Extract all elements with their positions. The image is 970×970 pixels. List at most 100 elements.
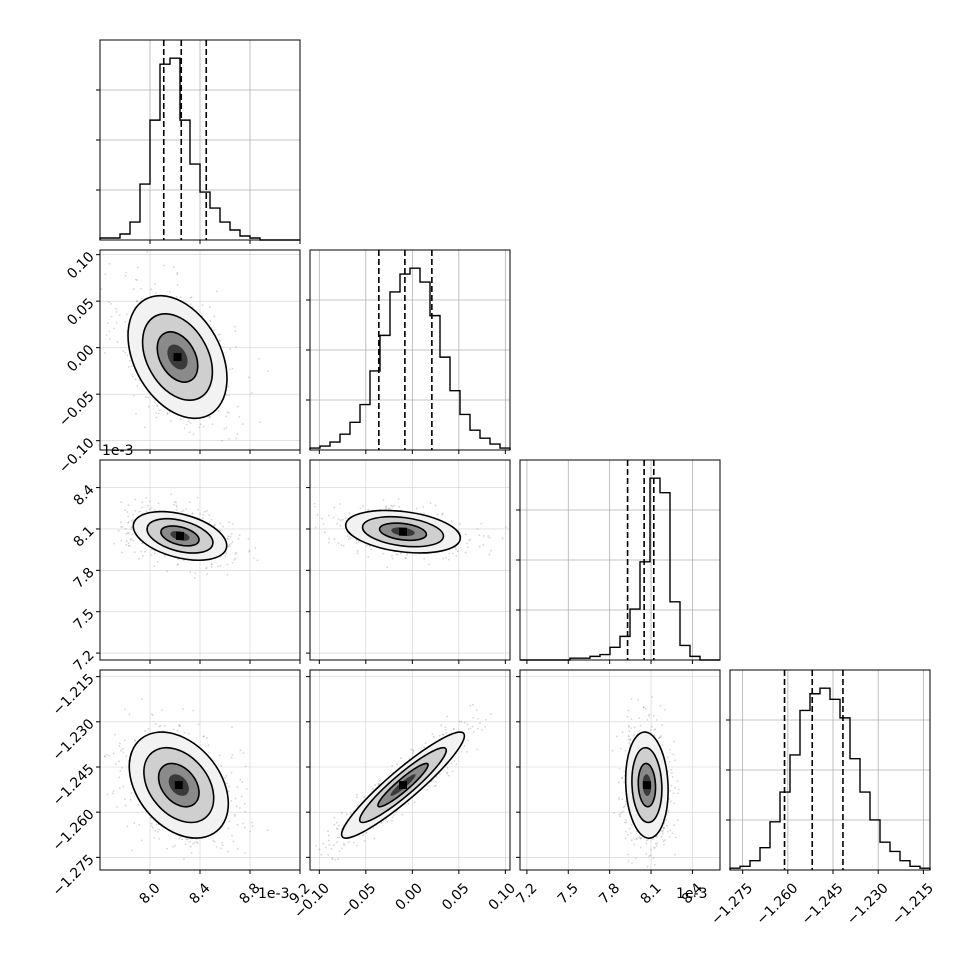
scatter-point (119, 742, 121, 745)
scatter-point (327, 830, 329, 832)
scatter-point (667, 811, 669, 814)
ytick-label-2-4: 8.4 (71, 482, 98, 509)
scatter-point (205, 567, 208, 570)
scatter-point (124, 739, 126, 742)
scatter-point (341, 847, 343, 850)
density-peak-1 (176, 531, 184, 540)
scatter-point (244, 852, 247, 854)
scatter-point (164, 724, 166, 727)
ytick-label-2-2: 7.8 (71, 565, 98, 592)
scatter-point (189, 296, 192, 299)
scatter-point (622, 806, 625, 809)
scatter-point (231, 367, 234, 370)
scatter-point (103, 755, 106, 757)
scatter-point (150, 822, 153, 825)
scatter-point (150, 713, 153, 715)
scatter-point (114, 733, 116, 736)
scatter-point (404, 557, 407, 560)
scatter-point (407, 802, 410, 805)
scatter-point (169, 291, 171, 293)
scatter-point (645, 839, 648, 842)
scatter-point (340, 812, 343, 814)
scatter-point (428, 785, 431, 787)
scatter-point (247, 537, 250, 540)
scatter-point (630, 718, 633, 720)
scatter-point (186, 838, 189, 841)
scatter-point (363, 840, 366, 842)
scatter-point (127, 504, 130, 506)
scatter-point (175, 509, 178, 511)
scatter-point (328, 537, 330, 540)
scatter-point (645, 842, 648, 845)
scatter-point (384, 506, 387, 508)
scatter-point (460, 750, 463, 753)
xtick-label-3-2: −1.245 (799, 880, 847, 928)
scatter-point (651, 725, 653, 728)
scatter-point (156, 560, 159, 563)
scatter-point (131, 849, 133, 852)
scatter-point (231, 754, 234, 756)
scatter-point (663, 843, 665, 846)
scatter-point (321, 517, 323, 520)
scatter-point (231, 834, 233, 837)
scatter-point (655, 845, 658, 847)
scatter-point (662, 833, 664, 835)
scatter-point (366, 545, 368, 547)
scatter-point (235, 551, 238, 554)
scatter-point (458, 720, 461, 723)
scatter-point (654, 728, 657, 731)
scatter-point (228, 521, 231, 524)
scatter-point (127, 366, 130, 368)
scatter-point (109, 338, 111, 340)
scatter-point (404, 557, 407, 559)
scatter-point (141, 555, 144, 557)
scatter-point (476, 528, 479, 530)
scatter-point (159, 724, 162, 727)
scatter-point (231, 523, 234, 525)
scatter-point (372, 787, 374, 790)
scatter-point (121, 526, 124, 528)
scatter-point (149, 500, 151, 503)
scatter-point (387, 507, 390, 510)
scatter-point (445, 732, 447, 734)
scatter-point (130, 519, 133, 522)
scatter-point (108, 754, 110, 757)
scatter-point (628, 738, 630, 741)
scatter-point (631, 862, 633, 864)
hist-step-3 (729, 687, 931, 870)
scatter-point (227, 545, 230, 548)
scatter-point (642, 706, 645, 708)
scatter-point (163, 264, 165, 267)
scatter-point (356, 552, 359, 555)
scatter-point (189, 422, 192, 425)
scatter-point (153, 509, 156, 511)
scatter-point (182, 708, 184, 710)
scatter-point (154, 723, 157, 725)
scatter-point (242, 752, 245, 754)
scatter-point (147, 396, 150, 399)
scatter-point (210, 563, 213, 565)
scatter-point (132, 519, 135, 521)
scatter-point (229, 348, 232, 350)
scatter-point (670, 772, 673, 774)
scatter-point (204, 510, 206, 513)
scatter-point (466, 750, 468, 753)
xtick-label-1-1: −0.05 (338, 880, 380, 922)
scatter-point (189, 845, 192, 848)
scatter-point (248, 376, 251, 379)
scatter-point (331, 857, 334, 860)
scatter-point (116, 341, 119, 343)
scatter-point (236, 433, 239, 435)
scatter-point (122, 785, 125, 788)
scatter-point (629, 738, 632, 741)
scatter-point (484, 726, 487, 728)
scatter-point (637, 699, 639, 701)
scatter-point (654, 842, 657, 845)
scatter-point (628, 730, 631, 733)
scatter-point (343, 842, 345, 845)
scatter-point (227, 827, 230, 830)
scatter-point (453, 760, 456, 762)
ytick-label-1-1: −0.05 (56, 389, 98, 431)
scatter-point (475, 709, 478, 712)
scatter-point (176, 564, 179, 566)
